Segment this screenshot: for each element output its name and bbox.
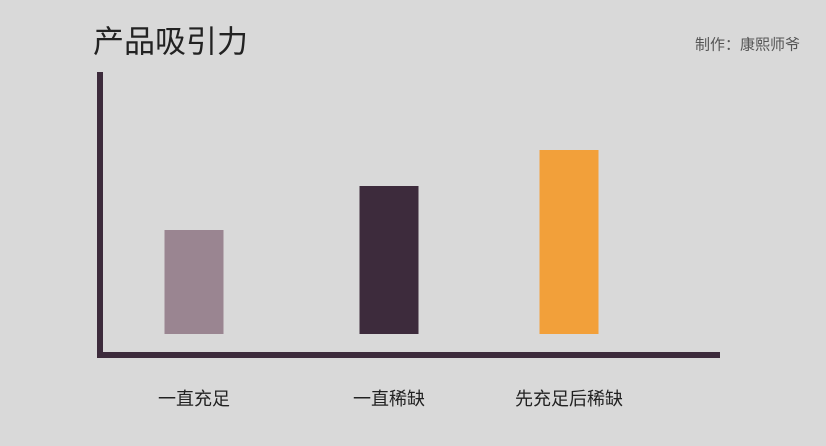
bar — [359, 186, 419, 334]
bar — [164, 230, 224, 334]
x-tick-label: 一直充足 — [158, 389, 230, 410]
bar — [539, 150, 599, 334]
chart-credit: 制作：康熙师爷 — [695, 36, 800, 54]
chart-title: 产品吸引力 — [93, 25, 248, 61]
x-tick-label: 先充足后稀缺 — [515, 389, 623, 410]
x-tick-label: 一直稀缺 — [353, 389, 425, 410]
